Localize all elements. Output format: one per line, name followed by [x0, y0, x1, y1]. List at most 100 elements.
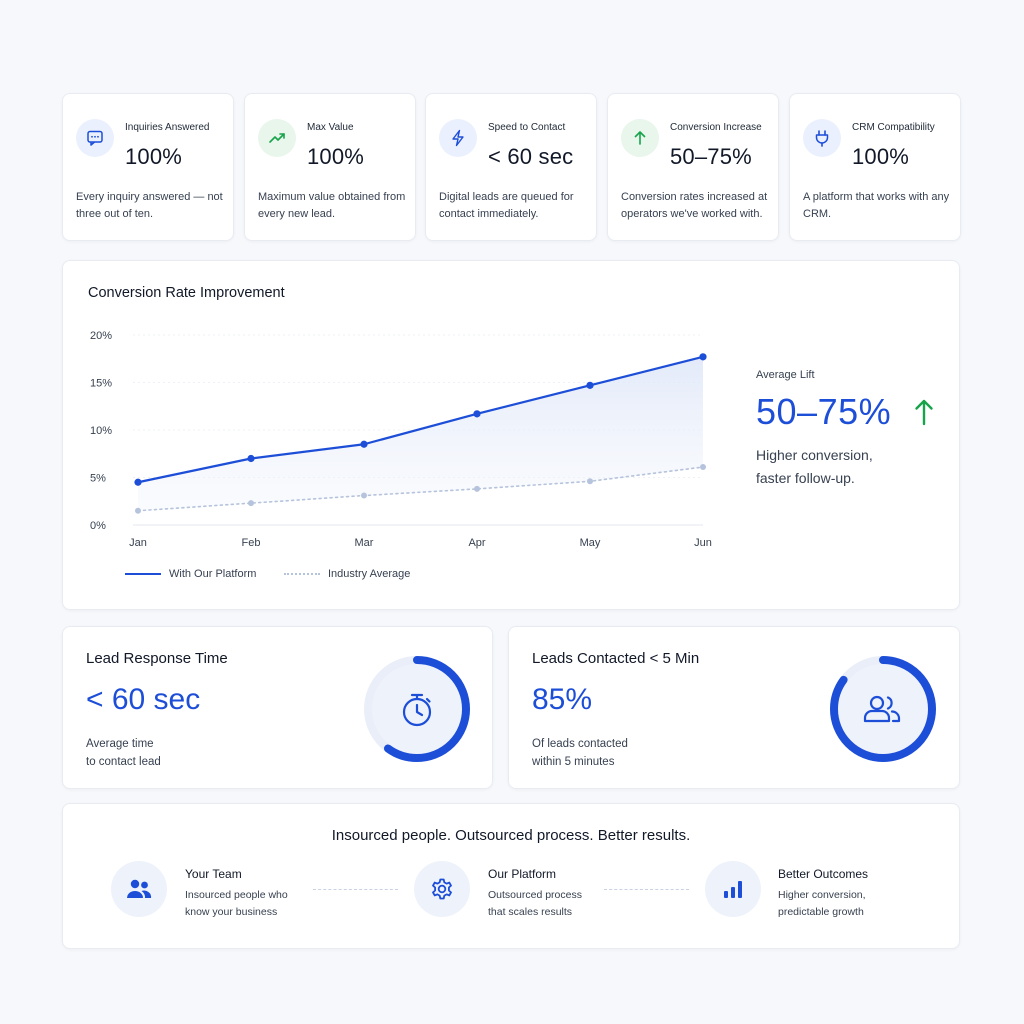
stat-label: Conversion Increase [670, 122, 762, 133]
users-icon [863, 695, 901, 723]
pillar-title: Your Team [185, 867, 242, 881]
pillar-title: Our Platform [488, 867, 557, 881]
pillar-description: Insourced people who know your business [185, 887, 288, 921]
metric-description: Of leads contacted within 5 minutes [532, 735, 628, 771]
chart-title: Conversion Rate Improvement [88, 285, 285, 301]
data-point-industry-average [587, 478, 593, 485]
stat-card-inquiries: Inquiries Answered 100% Every inquiry an… [62, 93, 234, 241]
ring-fill [364, 656, 470, 762]
data-point-platform [247, 454, 255, 463]
stat-value: 100% [852, 144, 910, 169]
connector-line [604, 889, 689, 890]
metric-title: Leads Contacted < 5 Min [532, 650, 700, 667]
data-point-industry-average [361, 492, 367, 499]
average-lift-label: Average Lift [756, 369, 815, 381]
area-fill [138, 356, 703, 511]
value-proposition-title: Insourced people. Outsourced process. Be… [331, 827, 691, 844]
progress-ring [830, 656, 936, 762]
gear-icon [414, 861, 470, 917]
data-point-industry-average [248, 500, 254, 507]
metric-desc-line: Average time [86, 738, 154, 750]
pillar-title: Better Outcomes [778, 867, 869, 881]
y-tick-label: 20% [90, 330, 112, 342]
progress-ring [364, 656, 470, 762]
metric-desc-line: within 5 minutes [532, 756, 615, 768]
pillar-description: Outsourced process that scales results [488, 887, 582, 921]
chat-bubble-icon [76, 119, 114, 157]
stat-value: < 60 sec [488, 144, 574, 169]
lightning-icon [439, 119, 477, 157]
stat-description: A platform that works with any CRM. [803, 191, 950, 220]
pillar-desc-line: know your business [185, 906, 278, 918]
value-proposition-card: Insourced people. Outsourced process. Be… [62, 803, 960, 949]
average-lift-desc-line: faster follow-up. [756, 470, 855, 486]
bar-chart-icon [705, 861, 761, 917]
ring-inner [837, 663, 929, 755]
metric-title: Lead Response Time [86, 650, 228, 667]
legend-label: With Our Platform [169, 568, 257, 580]
ring-fill [830, 656, 936, 762]
data-point-platform [699, 353, 707, 361]
x-tick-label: Jan [129, 537, 147, 549]
metric-description: Average time to contact lead [86, 735, 161, 771]
data-point-platform [360, 440, 368, 448]
x-tick-label: Apr [468, 537, 485, 549]
y-tick-label: 0% [90, 520, 106, 532]
stat-label: CRM Compatibility [852, 122, 935, 133]
conversion-line-chart: 0% 5% 10% 15% 20% Jan Feb Mar Apr May Jun [90, 330, 712, 549]
metric-value: 85% [532, 683, 593, 716]
average-lift-value: 50–75% [756, 391, 892, 432]
stat-value: 100% [307, 144, 365, 169]
x-tick-label: Feb [242, 537, 261, 549]
stopwatch-icon [402, 693, 432, 727]
chart-card: Conversion Rate Improvement 0% 5% 10% 15% 20… [62, 260, 960, 610]
average-lift-desc-line: Higher conversion, [756, 447, 873, 463]
stat-card-crm: CRM Compatibility 100% A platform that w… [789, 93, 961, 241]
stat-description: Conversion rates increased at operators … [621, 191, 768, 220]
data-point-industry-average [135, 507, 141, 514]
x-tick-label: May [580, 537, 601, 549]
legend-label: Industry Average [328, 568, 411, 580]
metric-desc-line: to contact lead [86, 756, 161, 768]
stat-label: Inquiries Answered [125, 122, 210, 133]
pillar-desc-line: Insourced people who [185, 889, 288, 901]
metric-card-leads-contacted: Leads Contacted < 5 Min 85% Of leads con… [508, 626, 960, 789]
x-tick-label: Mar [355, 537, 374, 549]
x-tick-label: Jun [694, 537, 712, 549]
pillar-desc-line: predictable growth [778, 906, 864, 918]
metric-value: < 60 sec [86, 683, 201, 716]
legend-item-platform: With Our Platform [125, 568, 256, 580]
data-point-platform [586, 381, 594, 389]
pillar-desc-line: that scales results [488, 906, 573, 918]
legend-swatch [284, 573, 320, 575]
series-line-industry-average [137, 466, 704, 512]
pillar-desc-line: Higher conversion, [778, 889, 866, 901]
stat-description: Maximum value obtained from every new le… [258, 191, 406, 220]
data-point-platform [134, 478, 142, 486]
legend-item-industry: Industry Average [284, 568, 410, 580]
y-tick-label: 5% [90, 473, 106, 485]
metric-card-response-time: Lead Response Time < 60 sec Average time… [62, 626, 493, 789]
stat-card-max-value: Max Value 100% Maximum value obtained fr… [244, 93, 416, 241]
y-tick-label: 10% [90, 425, 112, 437]
connector-line [313, 889, 398, 890]
legend-swatch [125, 573, 161, 575]
stat-card-speed: Speed to Contact < 60 sec Digital leads … [425, 93, 597, 241]
pillar-description: Higher conversion, predictable growth [778, 887, 866, 921]
plug-icon [803, 119, 841, 157]
stat-label: Max Value [307, 122, 354, 133]
team-icon [111, 861, 167, 917]
series-line-platform [137, 355, 704, 484]
average-lift-description: Higher conversion, faster follow-up. [756, 444, 936, 490]
stat-description: Digital leads are queued for contact imm… [439, 191, 574, 220]
stat-value: 100% [125, 144, 183, 169]
trend-up-icon [258, 119, 296, 157]
data-point-industry-average [700, 464, 706, 471]
y-tick-label: 15% [90, 378, 112, 390]
data-point-industry-average [474, 485, 480, 492]
stat-card-conversion: Conversion Increase 50–75% Conversion ra… [607, 93, 779, 241]
pillar-desc-line: Outsourced process [488, 889, 582, 901]
stat-description: Every inquiry answered — not three out o… [76, 191, 223, 220]
stat-value: 50–75% [670, 144, 752, 169]
arrow-up-icon [915, 399, 933, 426]
